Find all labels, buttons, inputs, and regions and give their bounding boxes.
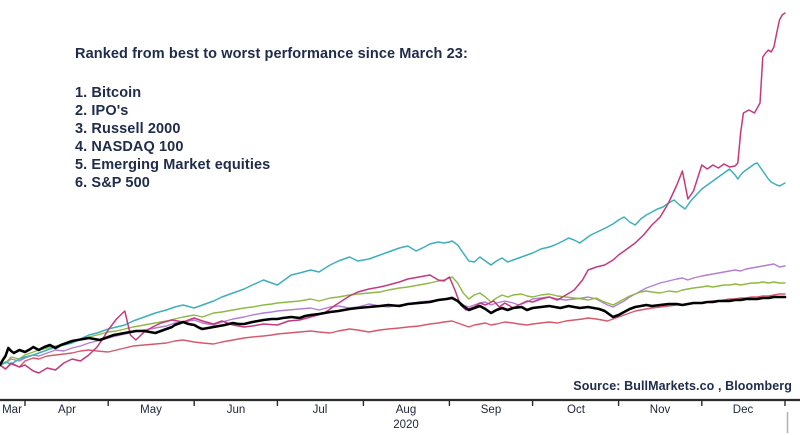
series-line-bitcoin xyxy=(0,12,786,374)
series-line-s-p-500 xyxy=(0,295,787,367)
series-line-ipo-s xyxy=(0,162,786,366)
series-line-nasdaq-100 xyxy=(0,276,786,366)
ranking-item: 6. S&P 500 xyxy=(75,175,150,191)
ranking-item: 2. IPO's xyxy=(75,103,129,119)
ranking-list: 1. Bitcoin 2. IPO's 3. Russell 2000 4. NASD… xyxy=(75,84,270,192)
ranking-item: 4. NASDAQ 100 xyxy=(75,139,184,155)
ranking-item: 5. Emerging Market equities xyxy=(75,157,271,173)
chart-title: Ranked from best to worst performance si… xyxy=(75,46,468,62)
source-credit: Source: BullMarkets.co , Bloomberg xyxy=(573,379,792,393)
ranking-item: 3. Russell 2000 xyxy=(75,121,181,137)
ranking-item: 1. Bitcoin xyxy=(75,85,142,101)
